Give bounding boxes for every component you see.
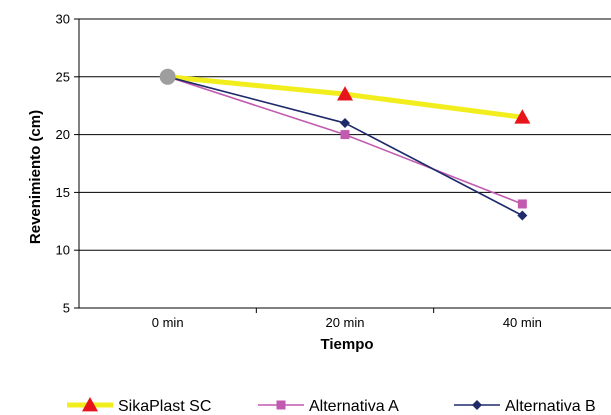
- x-tick-labels: 0 min 20 min 40 min: [152, 315, 542, 330]
- axes: [74, 18, 611, 313]
- y-tick-label: 10: [56, 243, 70, 258]
- legend-marker: [472, 400, 482, 410]
- y-tick-labels: 5 10 15 20 25 30: [56, 12, 70, 316]
- y-tick-label: 25: [56, 69, 70, 84]
- legend-label: Alternativa A: [309, 398, 399, 415]
- y-tick-label: 15: [56, 185, 70, 200]
- data-point: [337, 86, 353, 101]
- y-tick-label: 30: [56, 12, 70, 27]
- legend-label: SikaPlast SC: [118, 398, 211, 415]
- x-tick-label: 40 min: [503, 315, 542, 330]
- x-axis-title: Tiempo: [320, 336, 373, 353]
- data-point: [517, 210, 528, 221]
- y-axis-title: Revenimiento (cm): [27, 110, 44, 244]
- x-tick-label: 0 min: [152, 315, 184, 330]
- data-point: [340, 118, 350, 129]
- y-tick-label: 20: [56, 127, 70, 142]
- x-tick-label: 20 min: [325, 315, 364, 330]
- data-point: [517, 199, 527, 209]
- data-point: [340, 130, 350, 140]
- legend-marker: [82, 397, 98, 412]
- series-lines: [159, 68, 531, 221]
- start-point-marker: [159, 68, 176, 85]
- data-point: [514, 109, 531, 124]
- y-tick-label: 5: [63, 301, 70, 316]
- legend: SikaPlast SC Alternativa A Alternativa B: [67, 397, 596, 415]
- legend-marker: [276, 400, 286, 410]
- legend-label: Alternativa B: [505, 398, 596, 415]
